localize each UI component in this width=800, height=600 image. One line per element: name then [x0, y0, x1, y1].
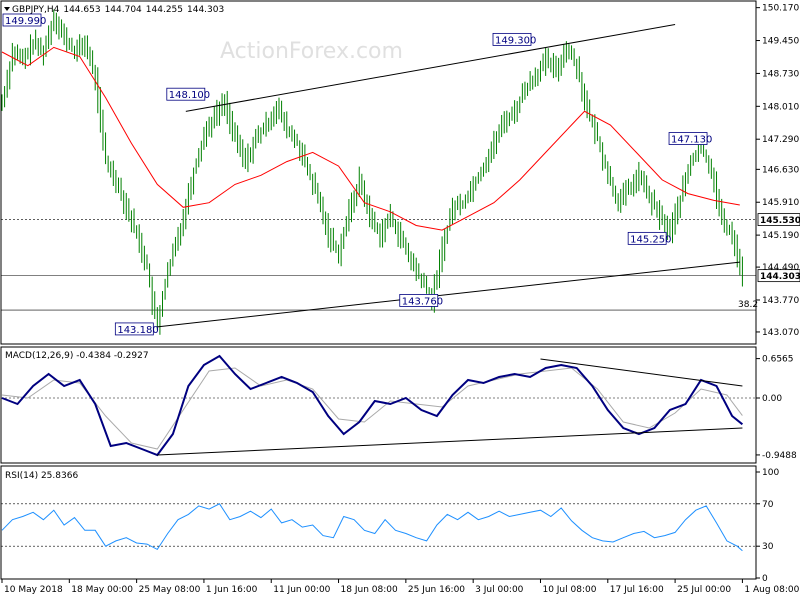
x-axis: 10 May 2018 18 May 00:00 25 May 08:00 1 Jun…: [1, 579, 800, 595]
price-ytick-label: 149.450: [762, 37, 799, 47]
price-ytick-label: 150.170: [762, 4, 799, 14]
price-label-box: [627, 231, 667, 245]
price-panel-frame: [0, 0, 757, 345]
price-label-text: 143.180: [117, 325, 158, 336]
macd-ytick-label: 0.6565: [762, 355, 794, 365]
price-ytick-label: 144.490: [762, 263, 799, 273]
price-ytick-label: 143.070: [762, 328, 799, 338]
rsi-title: RSI(14) 25.8366: [5, 471, 78, 481]
macd-ytick-label: -0.9488: [762, 451, 797, 461]
ohlc-high: 144.704: [105, 5, 142, 15]
price-ytick-label: 145.190: [762, 231, 799, 241]
symbol: GBPJPY: [12, 5, 44, 15]
price-label-text: 143.760: [402, 296, 443, 307]
level-price-label: 144.303: [760, 272, 800, 282]
rsi-layer: 100 70 30 0: [1, 468, 779, 584]
price-label-box: [492, 32, 532, 46]
price-label-text: 145.250: [630, 234, 671, 245]
price-trendline: [157, 261, 740, 328]
macd-signal-line: [1, 367, 743, 450]
x-tick-label: 25 May 08:00: [139, 585, 201, 595]
price-ytick-label: 145.910: [762, 198, 799, 208]
price-label-text: 148.100: [169, 90, 210, 101]
x-tick-label: 25 Jul 00:00: [677, 585, 731, 595]
rsi-line: [1, 503, 743, 552]
price-label-box: [668, 132, 708, 145]
macd-title: MACD(12,26,9) -0.4384 -0.2927: [5, 351, 149, 361]
macd-panel-frame: [0, 346, 757, 464]
rsi-ytick-label: 30: [762, 542, 774, 552]
level-price-label: 145.530: [760, 216, 800, 226]
x-tick-label: 18 Jun 08:00: [341, 585, 398, 595]
x-tick-label: 1 Aug 08:00: [744, 585, 799, 595]
price-ytick-label: 147.290: [762, 135, 799, 145]
level-price-box: [757, 213, 800, 226]
ohlc-low: 144.255: [146, 5, 183, 15]
price-label-box: [2, 13, 42, 27]
price-ytick-label: 148.010: [762, 102, 799, 112]
x-tick-label: 3 Jul 00:00: [475, 585, 524, 595]
x-tick-label: 10 Jul 08:00: [542, 585, 596, 595]
price-ytick-label: 146.630: [762, 165, 799, 175]
x-tick-label: 11 Jun 00:00: [273, 585, 330, 595]
ohlc-close: 144.303: [187, 5, 224, 15]
level-price-box: [757, 269, 800, 283]
watermark: ActionForex.com: [220, 39, 403, 64]
x-tick-label: 1 Jun 16:00: [206, 585, 258, 595]
price-layer: 150.170 149.450 148.730 148.010 147.290 146.6…: [1, 4, 800, 338]
macd-layer: 0.6565 0.00 -0.9488: [1, 355, 797, 461]
moving-average-line: [1, 46, 740, 231]
price-trendline: [185, 24, 676, 112]
macd-ytick-label: 0.00: [762, 394, 782, 404]
price-label-text: 149.300: [495, 35, 536, 46]
price-header-symbol: GBPJPY,H4 144.653 144.704 144.255 144.303: [12, 5, 224, 15]
price-ytick-label: 143.770: [762, 296, 799, 306]
x-tick-label: 18 May 00:00: [71, 585, 133, 595]
symbol-arrow-icon: [4, 7, 10, 11]
x-tick-label: 25 Jun 16:00: [408, 585, 465, 595]
price-label-box: [114, 322, 154, 336]
timeframe: H4: [47, 5, 60, 15]
x-tick-label: 17 Jul 16:00: [610, 585, 664, 595]
x-tick-label: 10 May 2018: [4, 585, 63, 595]
rsi-ytick-label: 100: [762, 468, 779, 478]
price-label-box: [399, 294, 439, 307]
rsi-panel-frame: [0, 465, 757, 580]
macd-trendline: [540, 358, 743, 387]
price-label-text: 149.990: [5, 16, 46, 27]
rsi-ytick-label: 0: [762, 574, 768, 584]
fib-label: 38.2: [738, 300, 758, 310]
macd-line: [1, 354, 744, 457]
price-label-text: 147.130: [671, 135, 712, 146]
macd-trendline: [157, 427, 743, 456]
price-ytick-label: 148.730: [762, 69, 799, 79]
price-label-box: [166, 87, 206, 101]
rsi-ytick-label: 70: [762, 500, 774, 510]
ohlc-open: 144.653: [63, 5, 100, 15]
